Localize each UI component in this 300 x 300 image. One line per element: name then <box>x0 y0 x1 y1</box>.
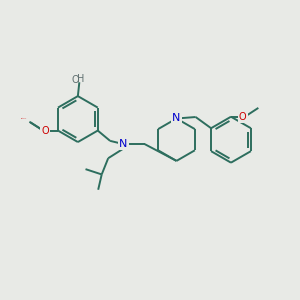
Text: N: N <box>172 113 181 124</box>
Text: O: O <box>239 112 247 122</box>
Text: O: O <box>41 126 49 136</box>
Text: O: O <box>72 75 80 85</box>
Text: H: H <box>77 74 85 84</box>
Text: methoxy: methoxy <box>21 118 28 119</box>
Text: N: N <box>119 139 128 149</box>
